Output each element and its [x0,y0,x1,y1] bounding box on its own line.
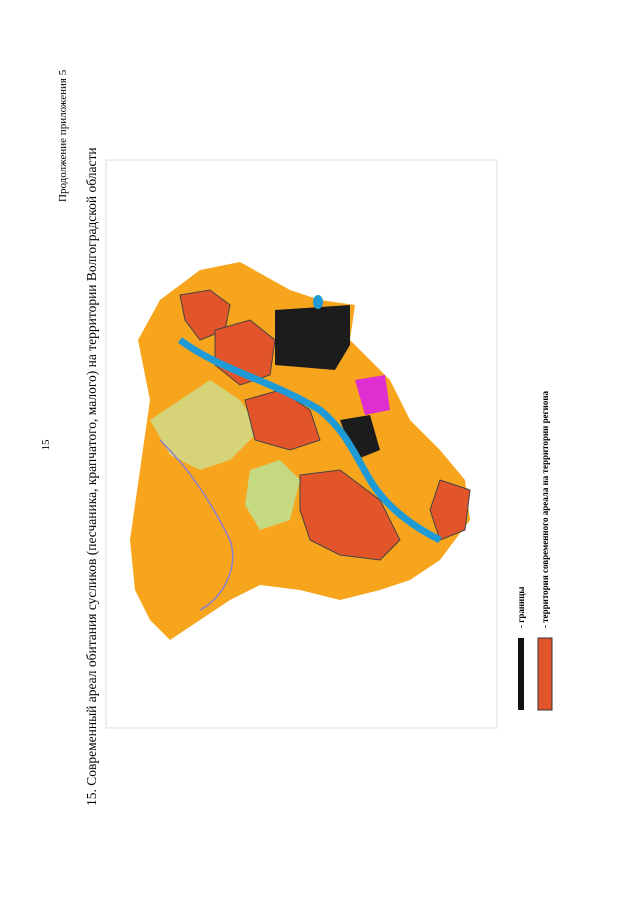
legend-swatch-boundary [518,638,524,710]
legend-label: - границы [516,587,526,628]
habitat-area [299,469,401,561]
river [177,337,442,544]
vegetation [245,460,300,530]
river-minor [159,439,234,611]
map [130,262,471,640]
protected-area [355,375,390,415]
continuation-note: Продолжение приложения 5 [57,69,69,202]
boundary-area [275,305,350,370]
habitat-area [429,479,471,541]
legend-label: - территория современного ареала на терр… [540,390,550,628]
lake [313,295,323,309]
legend-swatch-habitat [537,637,553,711]
page-number: 15 [40,439,52,451]
boundary-area [340,415,380,460]
vegetation [150,380,260,470]
figure-caption: 15. Современный ареал обитания сусликов … [84,147,99,806]
